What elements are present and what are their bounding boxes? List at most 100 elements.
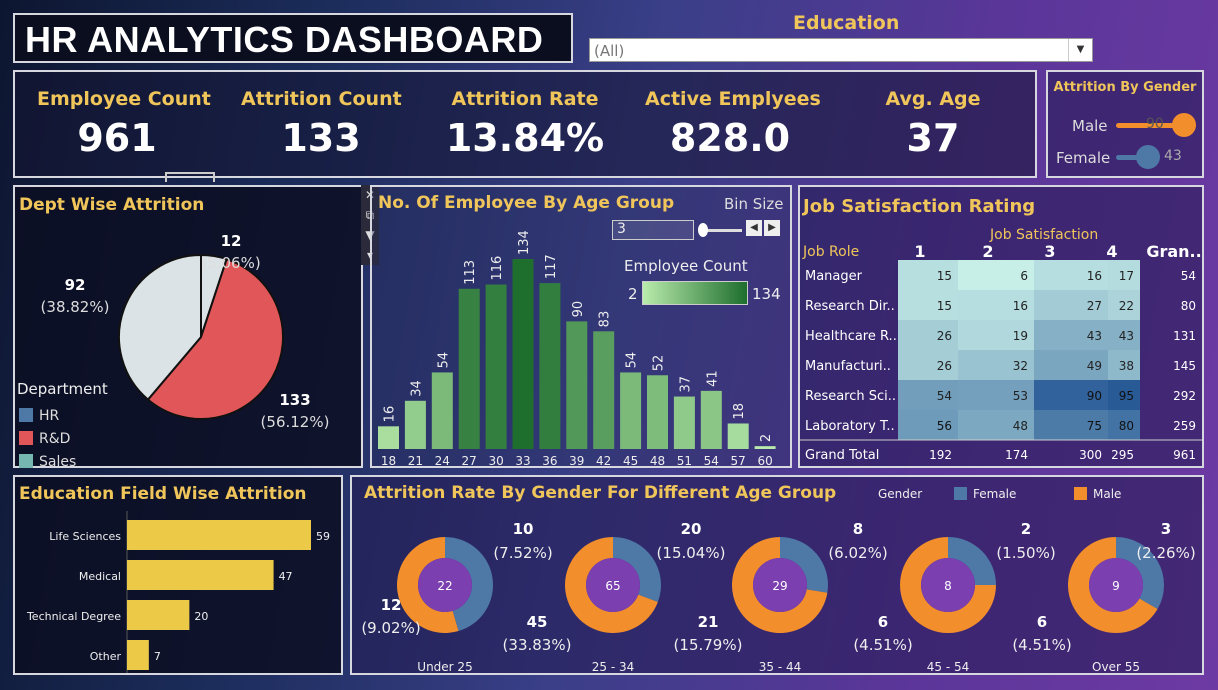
- age-bar-60[interactable]: [754, 446, 776, 449]
- age-bar-48[interactable]: [647, 375, 668, 449]
- popout-icon[interactable]: ⧉: [365, 208, 375, 222]
- age-bar-54[interactable]: [700, 390, 722, 449]
- heat-cell[interactable]: [898, 380, 958, 410]
- row-header: Job Role: [802, 244, 859, 260]
- row-total: 145: [1173, 359, 1196, 373]
- age-bar-label: 134: [517, 230, 532, 255]
- legend-item-rd[interactable]: R&D: [19, 428, 76, 451]
- age-bar-27[interactable]: [458, 288, 480, 449]
- edu-bar[interactable]: [127, 520, 311, 550]
- age-bar-51[interactable]: [673, 396, 695, 449]
- age-tick-label: 45: [623, 454, 638, 466]
- donut-slice-female[interactable]: [445, 537, 493, 632]
- age-bar-57[interactable]: [727, 423, 749, 449]
- pie-slice-rd[interactable]: [146, 257, 284, 420]
- heat-cell[interactable]: [1108, 260, 1140, 290]
- edu-bar[interactable]: [127, 560, 274, 590]
- heat-cell[interactable]: [898, 410, 958, 440]
- row-label: Research Dir..: [805, 299, 895, 314]
- heat-cell[interactable]: [1034, 320, 1108, 350]
- age-tick-label: 24: [435, 454, 450, 466]
- heat-cell-value: 54: [937, 389, 952, 403]
- age-bar-39[interactable]: [566, 321, 588, 449]
- donut-slice-female[interactable]: [948, 537, 996, 585]
- donut-slice-male[interactable]: [1067, 537, 1158, 633]
- age-bar-label: 90: [571, 301, 586, 318]
- heat-cell[interactable]: [958, 290, 1034, 320]
- age-bar-42[interactable]: [593, 331, 615, 449]
- legend-item-female[interactable]: Female: [954, 487, 1016, 501]
- title-bar: HR ANALYTICS DASHBOARD: [13, 13, 573, 63]
- age-bar-33[interactable]: [512, 259, 534, 449]
- bin-slider-handle[interactable]: [698, 223, 708, 237]
- heat-cell-value: 43: [1087, 329, 1102, 343]
- female-count-label: 10: [513, 520, 534, 538]
- heat-cell[interactable]: [898, 320, 958, 350]
- edu-bar[interactable]: [127, 640, 149, 670]
- male-pct-label: (4.51%): [853, 636, 912, 654]
- age-bar-21[interactable]: [404, 400, 426, 449]
- filter-icon[interactable]: ▼: [365, 228, 375, 242]
- heat-cell[interactable]: [1108, 320, 1140, 350]
- legend-item-hr[interactable]: HR: [19, 405, 76, 428]
- pie-slice-sales[interactable]: [118, 253, 202, 401]
- chevron-down-icon[interactable]: ▼: [1068, 39, 1092, 61]
- heat-cell[interactable]: [958, 410, 1034, 440]
- age-bar-18[interactable]: [378, 426, 399, 449]
- age-bar-24[interactable]: [431, 372, 453, 449]
- age-tick-label: 33: [515, 454, 530, 466]
- donut-slice-male[interactable]: [732, 537, 828, 633]
- resize-handle[interactable]: [165, 172, 215, 182]
- heat-cell[interactable]: [1034, 410, 1108, 440]
- male-pct-label: (33.83%): [503, 636, 572, 654]
- heat-cell-value: 27: [1087, 299, 1102, 313]
- row-label: Research Sci..: [805, 389, 896, 404]
- male-count-label: 6: [878, 613, 888, 631]
- edu-bar[interactable]: [127, 600, 190, 630]
- heat-cell[interactable]: [1034, 260, 1108, 290]
- donut-slice-female[interactable]: [613, 537, 661, 603]
- heat-cell[interactable]: [1108, 290, 1140, 320]
- age-bar-30[interactable]: [485, 284, 507, 449]
- legend-item-sales[interactable]: Sales: [19, 451, 76, 474]
- female-pct-label: (6.02%): [828, 544, 887, 562]
- gender-legend-title: Gender: [878, 487, 923, 501]
- heat-cell[interactable]: [958, 350, 1034, 380]
- heat-cell[interactable]: [898, 290, 958, 320]
- age-tick-label: 60: [757, 454, 772, 466]
- heat-cell[interactable]: [1108, 380, 1140, 410]
- education-filter-label: Education: [793, 12, 900, 34]
- education-filter-select[interactable]: (All) ▼: [589, 38, 1093, 62]
- gender-male-value: 90: [1146, 116, 1164, 132]
- donut-slice-male[interactable]: [565, 537, 658, 633]
- female-dot: [1136, 145, 1160, 169]
- donut-slice-male[interactable]: [397, 537, 459, 633]
- heat-cell[interactable]: [958, 380, 1034, 410]
- heat-cell[interactable]: [898, 260, 958, 290]
- edu-value-label: 20: [194, 610, 208, 623]
- chevron-left-icon[interactable]: ◀: [746, 220, 762, 236]
- kpi-avg-age: Avg. Age 37: [853, 88, 1013, 160]
- heat-cell[interactable]: [1108, 350, 1140, 380]
- male-count-label: 12: [381, 596, 402, 614]
- age-bar-45[interactable]: [620, 372, 642, 449]
- donut-slice-male[interactable]: [900, 537, 996, 633]
- heat-cell-value: 16: [1013, 299, 1028, 313]
- heat-cell[interactable]: [1034, 290, 1108, 320]
- heat-cell[interactable]: [1034, 380, 1108, 410]
- heat-cell[interactable]: [958, 260, 1034, 290]
- heat-cell[interactable]: [1108, 410, 1140, 440]
- donut-slice-female[interactable]: [780, 537, 828, 593]
- heat-cell[interactable]: [898, 350, 958, 380]
- heat-cell[interactable]: [1034, 350, 1108, 380]
- donut-slice-female[interactable]: [1116, 537, 1164, 609]
- chevron-right-icon[interactable]: ▶: [764, 220, 780, 236]
- bin-slider-track[interactable]: [702, 229, 742, 232]
- bin-size-input[interactable]: 3: [612, 220, 694, 240]
- legend-item-male[interactable]: Male: [1074, 487, 1121, 501]
- age-bar-36[interactable]: [539, 283, 561, 449]
- heat-cell[interactable]: [958, 320, 1034, 350]
- color-legend-gradient: [642, 281, 748, 305]
- female-bar: [1116, 155, 1146, 160]
- kpi-value: 133: [281, 116, 361, 160]
